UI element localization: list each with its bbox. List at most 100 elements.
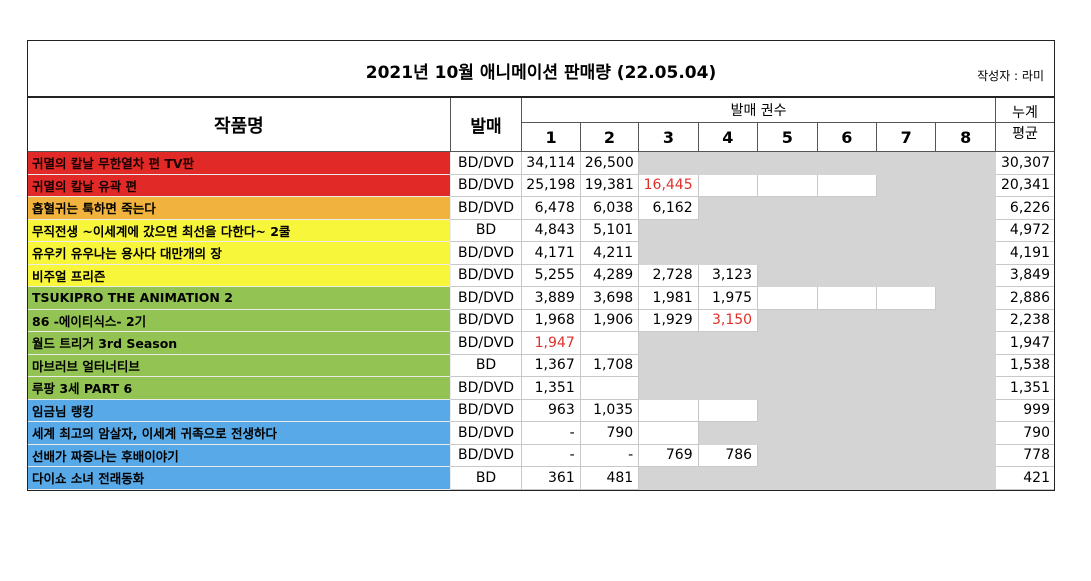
volume-sales-cell: 4,211 bbox=[579, 241, 640, 265]
format-cell: BD/DVD bbox=[449, 331, 523, 355]
unreleased-volume-cell bbox=[697, 218, 759, 242]
volume-sales-cell: 4,843 bbox=[521, 218, 581, 242]
title-cell: 86 -에이티식스- 2기 bbox=[28, 308, 451, 332]
unreleased-volume-cell bbox=[697, 331, 759, 355]
sales-table: 2021년 10월 애니메이션 판매량 (22.05.04) 작성자 : 라미 … bbox=[28, 41, 1054, 490]
format-cell: BD/DVD bbox=[449, 241, 523, 265]
unreleased-volume-cell bbox=[875, 196, 937, 220]
format-cell: BD/DVD bbox=[449, 286, 523, 310]
volume-sales-cell: 3,889 bbox=[521, 286, 581, 310]
unreleased-volume-cell bbox=[935, 353, 996, 377]
unreleased-volume-cell bbox=[875, 173, 937, 197]
title-cell: 선배가 짜증나는 후배이야기 bbox=[28, 443, 451, 467]
column-header-cumulative: 누계 bbox=[994, 96, 1054, 123]
unreleased-volume-cell bbox=[935, 443, 996, 467]
unreleased-volume-cell bbox=[816, 151, 877, 175]
column-header-format: 발매 bbox=[449, 96, 523, 152]
unreleased-volume-cell bbox=[935, 308, 996, 332]
unreleased-volume-cell bbox=[816, 263, 877, 287]
volume-sales-cell: - bbox=[579, 443, 640, 467]
unreleased-volume-cell bbox=[816, 218, 877, 242]
average-cell: 421 bbox=[994, 466, 1054, 490]
average-cell: 999 bbox=[994, 398, 1054, 422]
unreleased-volume-cell bbox=[638, 151, 699, 175]
average-cell: 3,849 bbox=[994, 263, 1054, 287]
format-cell: BD/DVD bbox=[449, 421, 523, 445]
unreleased-volume-cell bbox=[875, 218, 937, 242]
title-cell: 월드 트리거 3rd Season bbox=[28, 331, 451, 355]
volume-sales-cell: 769 bbox=[638, 443, 699, 467]
unreleased-volume-cell bbox=[875, 466, 937, 490]
unreleased-volume-cell bbox=[935, 218, 996, 242]
volume-sales-cell: 1,351 bbox=[521, 376, 581, 400]
unreleased-volume-cell bbox=[757, 421, 818, 445]
volume-sales-cell: 6,162 bbox=[638, 196, 699, 220]
volume-sales-cell: 1,981 bbox=[638, 286, 699, 310]
unreleased-volume-cell bbox=[816, 196, 877, 220]
sales-spreadsheet: 2021년 10월 애니메이션 판매량 (22.05.04) 작성자 : 라미 … bbox=[27, 40, 1055, 491]
author-label: 작성자 : 라미 bbox=[977, 69, 1044, 83]
unreleased-volume-cell bbox=[816, 376, 877, 400]
pending-volume-cell bbox=[757, 286, 818, 310]
unreleased-volume-cell bbox=[757, 331, 818, 355]
column-header-volume: 7 bbox=[875, 122, 937, 152]
format-cell: BD bbox=[449, 466, 523, 490]
volume-sales-cell: 5,255 bbox=[521, 263, 581, 287]
unreleased-volume-cell bbox=[935, 376, 996, 400]
volume-sales-cell: - bbox=[521, 421, 581, 445]
column-header-average: 평균 bbox=[994, 122, 1054, 152]
table-row: 귀멸의 칼날 무한열차 편 TV판 BD/DVD 34,114 26,500 30,30… bbox=[28, 151, 1054, 175]
table-row: 유우키 유우나는 용사다 대만개의 장 BD/DVD 4,171 4,211 4,191 bbox=[28, 241, 1054, 265]
format-cell: BD/DVD bbox=[449, 263, 523, 287]
unreleased-volume-cell bbox=[757, 353, 818, 377]
volume-sales-cell: 34,114 bbox=[521, 151, 581, 175]
column-header-volume: 6 bbox=[816, 122, 877, 152]
average-cell: 1,538 bbox=[994, 353, 1054, 377]
pending-volume-cell bbox=[579, 376, 640, 400]
volume-sales-cell: 963 bbox=[521, 398, 581, 422]
unreleased-volume-cell bbox=[757, 308, 818, 332]
unreleased-volume-cell bbox=[638, 241, 699, 265]
table-row: 세계 최고의 암살자, 이세계 귀족으로 전생하다 BD/DVD -790 790 bbox=[28, 421, 1054, 445]
unreleased-volume-cell bbox=[875, 331, 937, 355]
unreleased-volume-cell bbox=[816, 443, 877, 467]
average-cell: 1,351 bbox=[994, 376, 1054, 400]
volume-sales-cell: 4,171 bbox=[521, 241, 581, 265]
title-cell: 귀멸의 칼날 유곽 편 bbox=[28, 173, 451, 197]
table-row: 86 -에이티식스- 2기 BD/DVD 1,968 1,906 1,929 3,150 2… bbox=[28, 308, 1054, 332]
volume-sales-cell: 786 bbox=[697, 443, 759, 467]
unreleased-volume-cell bbox=[638, 218, 699, 242]
unreleased-volume-cell bbox=[875, 241, 937, 265]
pending-volume-cell bbox=[816, 173, 877, 197]
unreleased-volume-cell bbox=[875, 308, 937, 332]
average-cell: 778 bbox=[994, 443, 1054, 467]
unreleased-volume-cell bbox=[816, 421, 877, 445]
unreleased-volume-cell bbox=[935, 466, 996, 490]
unreleased-volume-cell bbox=[816, 353, 877, 377]
volume-sales-cell: 1,035 bbox=[579, 398, 640, 422]
volume-sales-cell: 4,289 bbox=[579, 263, 640, 287]
table-row: 귀멸의 칼날 유곽 편 BD/DVD 25,198 19,381 16,445 20,34… bbox=[28, 173, 1054, 197]
unreleased-volume-cell bbox=[757, 218, 818, 242]
format-cell: BD bbox=[449, 353, 523, 377]
unreleased-volume-cell bbox=[935, 151, 996, 175]
average-cell: 2,886 bbox=[994, 286, 1054, 310]
unreleased-volume-cell bbox=[875, 151, 937, 175]
table-row: 비주얼 프리즌 BD/DVD 5,255 4,289 2,728 3,123 3,849 bbox=[28, 263, 1054, 287]
unreleased-volume-cell bbox=[697, 376, 759, 400]
average-cell: 6,226 bbox=[994, 196, 1054, 220]
column-header-volume: 3 bbox=[638, 122, 699, 152]
column-header-volume: 2 bbox=[579, 122, 640, 152]
format-cell: BD/DVD bbox=[449, 173, 523, 197]
format-cell: BD/DVD bbox=[449, 196, 523, 220]
average-cell: 790 bbox=[994, 421, 1054, 445]
column-header-volume: 5 bbox=[757, 122, 818, 152]
volume-sales-cell: 25,198 bbox=[521, 173, 581, 197]
unreleased-volume-cell bbox=[697, 466, 759, 490]
title-cell: 루팡 3세 PART 6 bbox=[28, 376, 451, 400]
volume-sales-cell: 790 bbox=[579, 421, 640, 445]
format-cell: BD/DVD bbox=[449, 443, 523, 467]
unreleased-volume-cell bbox=[638, 353, 699, 377]
average-cell: 20,341 bbox=[994, 173, 1054, 197]
title-cell: 무직전생 ~이세계에 갔으면 최선을 다한다~ 2쿨 bbox=[28, 218, 451, 242]
